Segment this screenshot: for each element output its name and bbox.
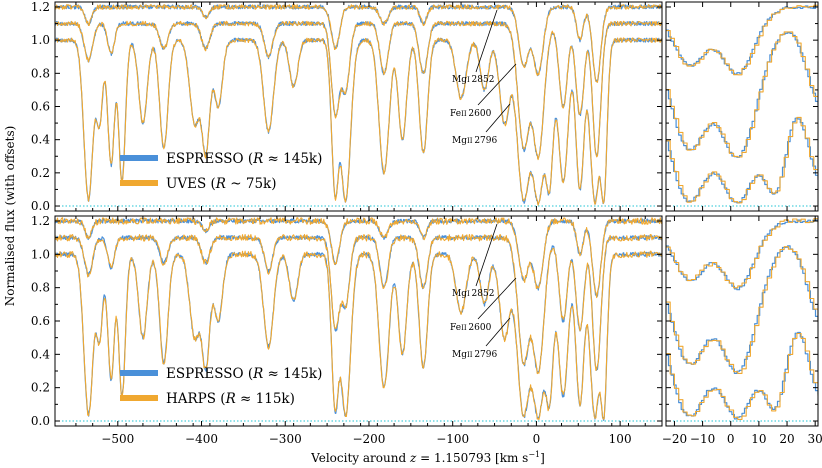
zoom-spectrum-bottom-a-feii-2600 — [666, 245, 818, 374]
annotation-label-mgii2796: MgII 2796 — [452, 350, 497, 360]
y-tick-label: 0.0 — [31, 414, 50, 428]
y-axis-label: Normalised flux (with offsets) — [3, 126, 17, 307]
zoom-spectrum-top-b-feii-2600 — [666, 31, 818, 158]
zoom-spectrum-top-a-feii-2600 — [666, 32, 818, 158]
annotation-label-feii2600: FeII 2600 — [450, 109, 492, 119]
spectrum-top-b-mgi-2852 — [55, 4, 662, 83]
x-tick-label: −200 — [352, 432, 385, 446]
legend-label-espresso: ESPRESSO (R ≈ 145k) — [166, 366, 322, 382]
annotation-label-feii2600: FeII 2600 — [450, 323, 492, 333]
x-tick-label: 100 — [609, 432, 632, 446]
spectrum-bottom-b-feii-2600 — [55, 233, 662, 375]
annotation-label-mgii2796: MgII 2796 — [452, 136, 497, 146]
annotation-leader — [475, 223, 498, 287]
annotation-label-mgi2852: MgI 2852 — [452, 289, 494, 299]
spectrum-bottom-b-mgi-2852 — [55, 217, 662, 299]
spectrum-top-b-feii-2600 — [55, 20, 662, 161]
zoom-spectrum-top-b-mgi-2852 — [666, 4, 818, 76]
y-tick-label: 0.2 — [31, 381, 50, 395]
spectrum-top-a-mgii-2796 — [55, 37, 662, 205]
x-tick-label: −400 — [185, 432, 218, 446]
annotation-leader — [475, 9, 498, 73]
zoom-x-tick-label: −10 — [690, 432, 715, 446]
spectrum-top-a-mgi-2852 — [55, 4, 662, 83]
x-tick-label: 0 — [533, 432, 541, 446]
zoom-spectrum-bottom-a-mgii-2796 — [666, 331, 818, 420]
y-tick-label: 0.8 — [31, 281, 50, 295]
y-tick-label: 0.0 — [31, 199, 50, 213]
spectrum-bottom-b-mgii-2796 — [55, 250, 662, 421]
y-tick-label: 1.0 — [31, 247, 50, 261]
y-tick-label: 1.0 — [31, 33, 50, 47]
spectrum-bottom-a-feii-2600 — [55, 235, 662, 374]
y-tick-label: 1.2 — [31, 214, 50, 228]
x-axis-label: Velocity around z = 1.150793 [km s−1] — [310, 450, 545, 465]
annotation-leader — [485, 103, 511, 133]
y-tick-label: 0.6 — [31, 100, 50, 114]
y-tick-label: 0.6 — [31, 314, 50, 328]
y-tick-label: 0.2 — [31, 166, 50, 180]
legend-label-espresso: ESPRESSO (R ≈ 145k) — [166, 151, 322, 167]
spectrum-top-a-feii-2600 — [55, 21, 662, 160]
zoom-axes-top — [665, 1, 819, 212]
legend-label-uves: UVES (R ~ 75k) — [166, 176, 277, 192]
x-tick-label: −300 — [269, 432, 302, 446]
annotation-leader — [485, 317, 511, 347]
zoom-axes-bottom — [665, 215, 819, 427]
y-tick-label: 0.8 — [31, 66, 50, 80]
zoom-spectrum-top-a-mgii-2796 — [666, 117, 818, 204]
x-tick-label: −500 — [101, 432, 134, 446]
annotation-leader — [477, 63, 517, 106]
annotation-label-mgi2852: MgI 2852 — [452, 75, 494, 85]
y-tick-label: 0.4 — [31, 133, 50, 147]
annotation-leader — [477, 277, 517, 320]
zoom-spectrum-bottom-b-feii-2600 — [666, 246, 818, 374]
zoom-spectrum-top-b-mgii-2796 — [666, 116, 818, 204]
zoom-x-tick-label: 30 — [808, 432, 822, 446]
zoom-spectrum-bottom-b-mgi-2852 — [666, 218, 818, 289]
x-tick-label: −100 — [436, 432, 469, 446]
spectrum-top-b-mgii-2796 — [55, 37, 662, 206]
zoom-x-tick-label: 0 — [727, 432, 735, 446]
zoom-x-tick-label: −20 — [662, 432, 687, 446]
y-tick-label: 1.2 — [31, 0, 50, 14]
zoom-spectrum-bottom-b-mgii-2796 — [666, 332, 818, 420]
zoom-x-tick-label: 10 — [751, 432, 766, 446]
y-tick-label: 0.4 — [31, 347, 50, 361]
zoom-x-tick-label: 20 — [779, 432, 794, 446]
legend-label-harps: HARPS (R ≈ 115k) — [166, 391, 295, 407]
